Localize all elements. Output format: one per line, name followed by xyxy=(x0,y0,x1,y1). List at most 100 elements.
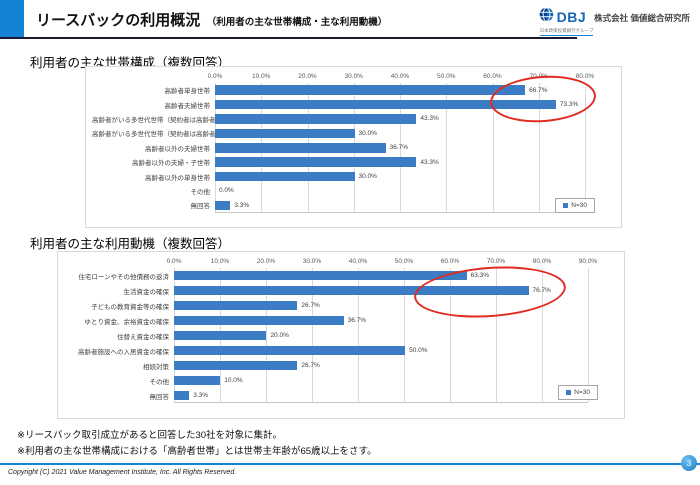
page-number-badge: 3 xyxy=(681,455,697,471)
bar xyxy=(215,114,417,124)
bar-value-label: 30.0% xyxy=(358,129,377,137)
bar-value-label: 66.7% xyxy=(529,86,548,94)
bar-row: 高齢者以外の夫婦世帯 36.7% xyxy=(92,141,615,155)
category-label: 子どもの教育資金等の確保 xyxy=(91,303,169,311)
bar-track: 43.3% xyxy=(215,112,587,126)
axis-tick-label: 40.0% xyxy=(390,73,410,80)
axis-tick-label: 30.0% xyxy=(302,258,322,265)
axis-tick-label: 10.0% xyxy=(252,73,271,80)
gridline xyxy=(400,83,401,212)
bar-row: ゆとり資金、余裕資金の確保 36.7% xyxy=(64,313,618,328)
usage-motive-chart: 0.0% 10.0% 20.0% 30.0% 40.0% 50.0% 60.0% 70.0% 8… xyxy=(57,251,625,419)
bar-value-label: 0.0% xyxy=(219,187,234,195)
category-label: 高齢者単身世帯 xyxy=(164,88,211,96)
category-label: 高齢者以外の単身世帯 xyxy=(145,174,210,182)
header-rule xyxy=(0,37,577,39)
bar-track: 30.0% xyxy=(215,126,587,140)
axis-tick-label: 20.0% xyxy=(256,258,276,265)
gridline xyxy=(588,268,589,402)
page-title: リースバックの利用概況 （利用者の主な世帯構成・主な利用動機） xyxy=(36,9,387,30)
bar-track: 63.3% xyxy=(174,268,590,283)
header: リースバックの利用概況 （利用者の主な世帯構成・主な利用動機） DBJ 株式会社… xyxy=(0,0,700,40)
axis-tick-label: 50.0% xyxy=(394,258,414,265)
axis-tick-label: 70.0% xyxy=(486,258,506,265)
category-label: 高齢者がいる多世代世帯（契約者は高齢者） xyxy=(92,116,222,124)
chart1-bars: 高齢者単身世帯 66.7% 高齢者夫婦世帯 73.3% 高齢者がいる多世代世帯（契約者は… xyxy=(92,83,615,213)
bar-row: 住替え資金の確保 20.0% xyxy=(64,328,618,343)
category-label: 高齢者がいる多世代世帯（契約者は高齢者以外） xyxy=(92,131,235,139)
copyright-text: Copyright (C) 2021 Value Management Inst… xyxy=(8,469,237,476)
footnote-1: ※リースバック取引成立があると回答した30社を対象に集計。 xyxy=(17,430,283,441)
bar-track: 36.7% xyxy=(174,313,590,328)
bar-value-label: 76.7% xyxy=(532,287,551,294)
title-accent-square xyxy=(0,0,24,37)
bar xyxy=(174,375,221,386)
gridline xyxy=(542,268,543,402)
category-label: 無回答 xyxy=(149,393,170,401)
axis-tick-label: 80.0% xyxy=(575,73,595,80)
chart2-section-title: 利用者の主な利用動機（複数回答） xyxy=(30,237,231,251)
bar xyxy=(215,99,556,110)
axis-tick-label: 80.0% xyxy=(532,258,552,265)
bar-track: 3.3% xyxy=(174,388,590,403)
bar-value-label: 26.7% xyxy=(301,362,320,369)
bar xyxy=(174,345,406,356)
bar-row: 生活資金の確保 76.7% xyxy=(64,283,618,298)
bar xyxy=(174,315,344,326)
bar xyxy=(174,300,298,311)
bar-row: その他 0.0% xyxy=(92,184,615,198)
bar-value-label: 26.7% xyxy=(301,302,320,309)
bar xyxy=(215,143,386,153)
bar-track: 30.0% xyxy=(215,169,587,183)
bar xyxy=(215,200,231,211)
gridline xyxy=(311,268,313,402)
axis-tick-label: 0.0% xyxy=(166,258,182,265)
category-label: 住宅ローンやその他債務の返済 xyxy=(78,273,169,281)
bar-track: 26.7% xyxy=(174,298,590,313)
bar xyxy=(215,85,526,95)
gridline xyxy=(585,83,586,212)
bar-row: 高齢者がいる多世代世帯（契約者は高齢者以外） 30.0% xyxy=(92,126,615,140)
bar-row: 住宅ローンやその他債務の返済 63.3% xyxy=(64,268,618,283)
category-label: その他 xyxy=(149,378,170,386)
axis-tick-label: 40.0% xyxy=(348,258,368,265)
bar-row: 無回答 3.3% xyxy=(92,198,615,212)
bar-value-label: 30.0% xyxy=(358,173,377,181)
footnotes: ※リースバック取引成立があると回答した30社を対象に集計。 ※利用者の主な世帯構… xyxy=(17,428,377,459)
bar xyxy=(174,360,298,371)
footnote-2: ※利用者の主な世帯構成における「高齢者世帯」とは世帯主年齢が65歳以上をさす。 xyxy=(17,445,377,457)
category-label: 高齢者夫婦世帯 xyxy=(164,102,211,110)
axis-tick-label: 60.0% xyxy=(483,73,502,80)
bar-row: 高齢者以外の単身世帯 30.0% xyxy=(92,169,615,183)
page-title-main: リースバックの利用概況 xyxy=(36,12,201,29)
legend-marker xyxy=(566,390,572,395)
logo-row: DBJ 株式会社 価値総合研究所 xyxy=(539,7,690,27)
gridline xyxy=(404,268,405,402)
bar-row: 高齢者施設への入居資金の確保 50.0% xyxy=(64,343,618,358)
bar-value-label: 10.0% xyxy=(224,377,243,384)
category-label: 高齢者以外の夫婦世帯 xyxy=(145,145,210,153)
bar-track: 50.0% xyxy=(174,343,590,358)
category-label: 高齢者施設への入居資金の確保 xyxy=(78,348,169,356)
legend-label: N=30 xyxy=(571,202,587,209)
category-label: 生活資金の確保 xyxy=(123,288,170,296)
category-label: 高齢者以外の夫婦・子世帯 xyxy=(132,160,210,168)
gridline xyxy=(358,268,359,402)
axis-tick-label: 50.0% xyxy=(437,73,456,80)
bar-track: 0.0% xyxy=(215,184,587,198)
bar-value-label: 73.3% xyxy=(559,101,579,109)
bar-value-label: 3.3% xyxy=(193,392,209,399)
bar-row: 子どもの教育資金等の確保 26.7% xyxy=(64,298,618,313)
gridline xyxy=(496,268,497,402)
axis-tick-label: 70.0% xyxy=(529,73,548,80)
axis-tick-label: 90.0% xyxy=(578,258,598,265)
category-label: 無回答 xyxy=(190,203,211,211)
bar-track: 36.7% xyxy=(215,141,587,155)
category-label: 相続対策 xyxy=(143,363,169,371)
chart1-legend: N=30 xyxy=(555,198,595,213)
bar-value-label: 43.3% xyxy=(420,158,439,166)
bar-track: 43.3% xyxy=(215,155,587,169)
page-title-sub: （利用者の主な世帯構成・主な利用動機） xyxy=(206,17,388,28)
bar-row: 高齢者以外の夫婦・子世帯 43.3% xyxy=(92,155,615,169)
